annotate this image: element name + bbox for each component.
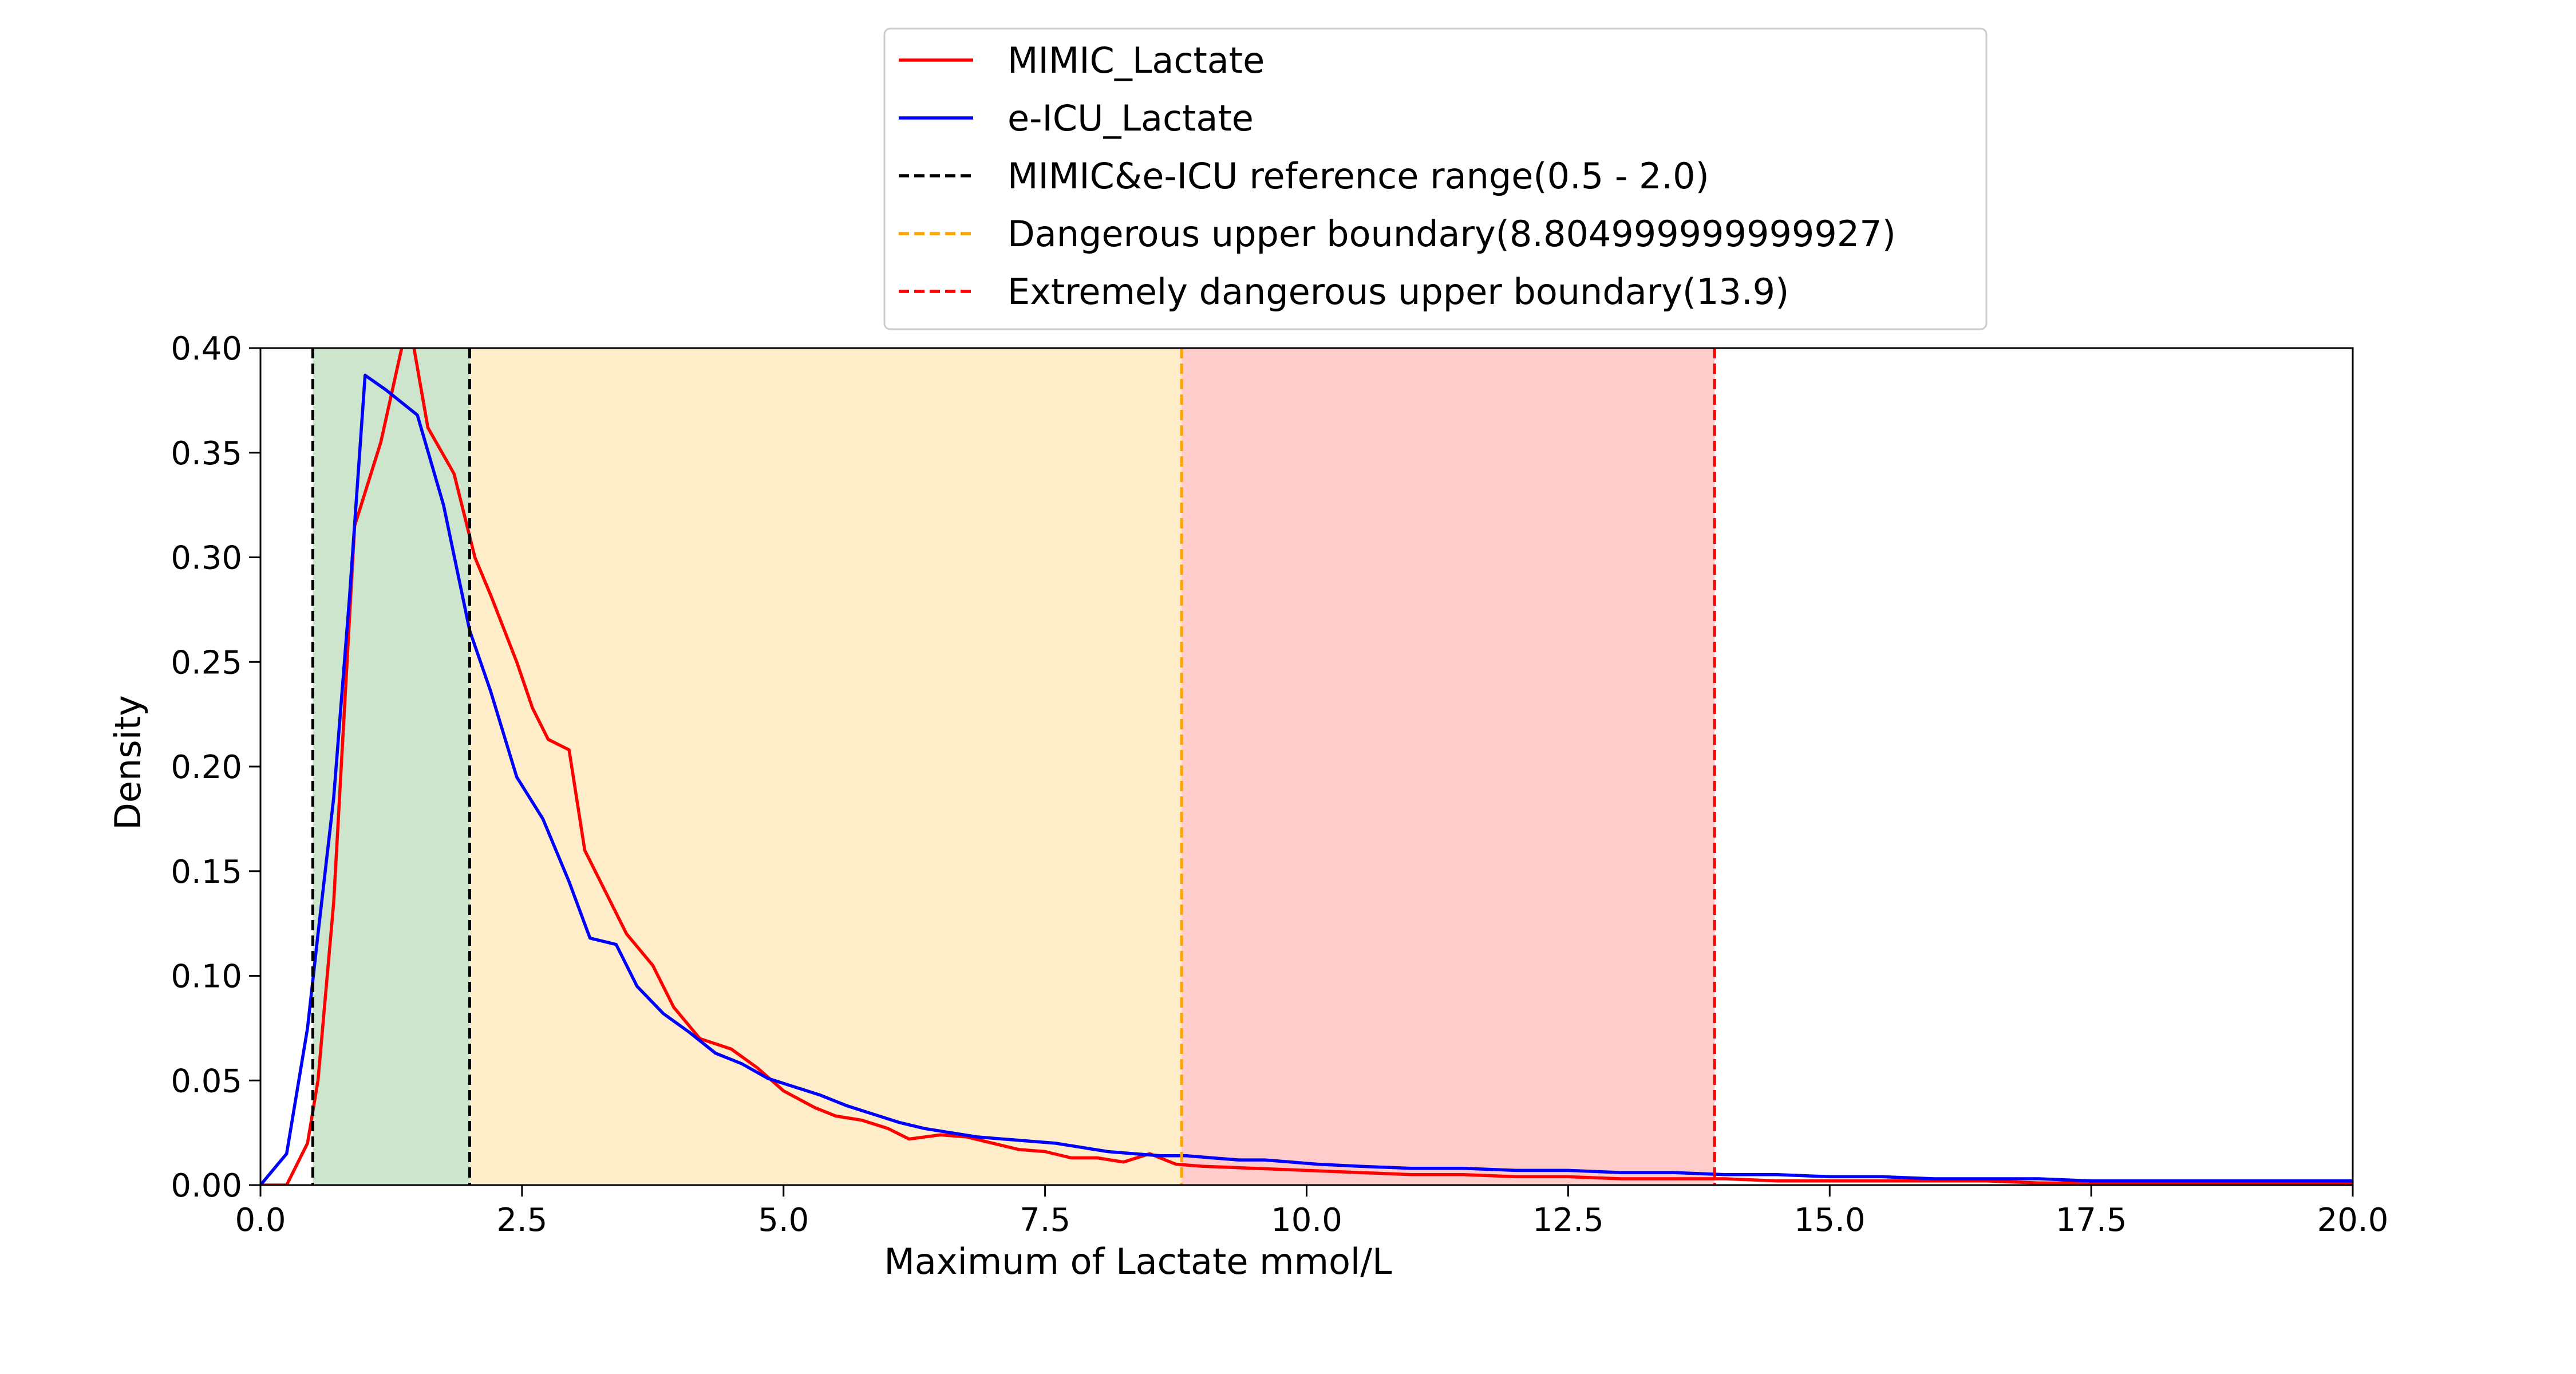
y-tick-label: 0.35	[171, 435, 242, 472]
x-axis-label: Maximum of Lactate mmol/L	[884, 1241, 1392, 1282]
x-tick-label: 2.5	[496, 1202, 547, 1239]
series-line-MIMIC_Lactate	[260, 348, 2353, 1185]
x-tick-label: 10.0	[1271, 1202, 1342, 1239]
y-tick-label: 0.10	[171, 958, 242, 996]
y-tick-label: 0.20	[171, 749, 242, 786]
legend-box	[883, 27, 1988, 330]
y-tick-label: 0.05	[171, 1063, 242, 1100]
x-tick-label: 5.0	[758, 1202, 809, 1239]
y-tick-label: 0.00	[171, 1167, 242, 1205]
y-tick-label: 0.30	[171, 540, 242, 577]
shaded-region-1	[469, 348, 1182, 1185]
legend-label-2: MIMIC&e-ICU reference range(0.5 - 2.0)	[1008, 155, 1709, 197]
x-tick-label: 15.0	[1794, 1202, 1866, 1239]
y-tick-label: 0.25	[171, 644, 242, 681]
shaded-regions	[313, 348, 1715, 1185]
x-axis-ticks: 0.0 2.5 5.0 7.5 10.0 12.5 15.0 17.5 20.0	[235, 1185, 2388, 1239]
y-axis-ticks: 0.00 0.05 0.10 0.15 0.20 0.25 0.30 0.35 0.40	[171, 330, 260, 1205]
legend-label-4: Extremely dangerous upper boundary(13.9)	[1008, 271, 1789, 313]
y-axis-label: Density	[107, 695, 149, 830]
reference-lines	[311, 348, 1716, 1185]
legend-label-3: Dangerous upper boundary(8.8049999999999…	[1008, 213, 1896, 255]
shaded-region-0	[313, 348, 470, 1185]
x-tick-label: 12.5	[1532, 1202, 1604, 1239]
shaded-region-2	[1182, 348, 1715, 1185]
y-tick-label: 0.40	[171, 330, 242, 368]
x-tick-label: 7.5	[1020, 1202, 1070, 1239]
x-tick-label: 0.0	[235, 1202, 286, 1239]
series-line-e-ICU_Lactate	[260, 373, 2353, 1185]
x-tick-label: 20.0	[2317, 1202, 2389, 1239]
series-lines	[260, 348, 2353, 1185]
legend-label-0: MIMIC_Lactate	[1008, 40, 1265, 81]
y-tick-label: 0.15	[171, 854, 242, 891]
legend-label-1: e-ICU_Lactate	[1008, 97, 1254, 139]
legend: MIMIC_Lactate e-ICU_Lactate MIMIC&e-ICU re…	[883, 27, 1988, 330]
x-tick-label: 17.5	[2056, 1202, 2127, 1239]
